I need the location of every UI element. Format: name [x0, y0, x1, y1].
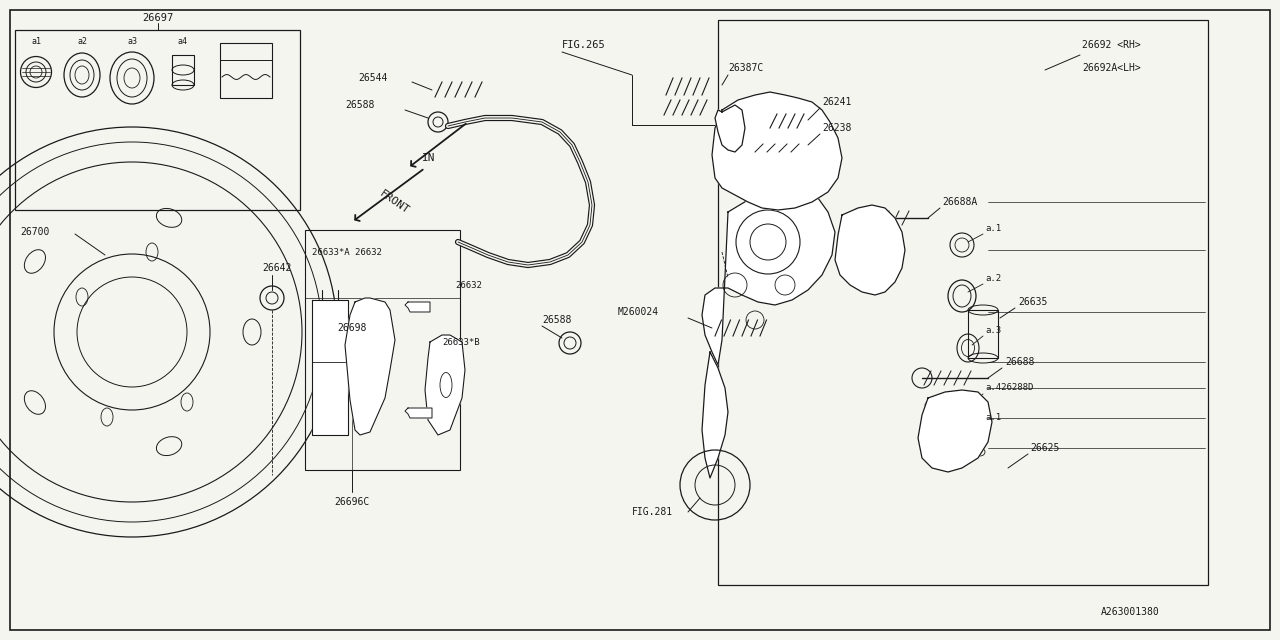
Text: 26633*A 26632: 26633*A 26632 — [312, 248, 381, 257]
Text: a.426288D: a.426288D — [986, 383, 1033, 392]
Polygon shape — [835, 205, 905, 295]
Polygon shape — [346, 298, 396, 435]
Text: A263001380: A263001380 — [1101, 607, 1160, 617]
Bar — [172, 55, 195, 85]
Text: 26642: 26642 — [262, 263, 292, 273]
Bar — [15, 30, 300, 210]
Text: a4: a4 — [177, 38, 187, 47]
Text: 26697: 26697 — [142, 13, 174, 23]
Polygon shape — [918, 390, 992, 472]
Polygon shape — [701, 352, 728, 478]
Text: 26692 <RH>: 26692 <RH> — [1082, 40, 1140, 50]
Text: 26688A: 26688A — [942, 197, 977, 207]
Text: 26588: 26588 — [541, 315, 571, 325]
Bar — [718, 20, 1208, 585]
Text: a.1: a.1 — [986, 413, 1001, 422]
Text: 26698: 26698 — [338, 323, 366, 333]
Bar — [220, 43, 273, 98]
Text: a.2: a.2 — [986, 273, 1001, 282]
Polygon shape — [312, 300, 348, 435]
Text: M260024: M260024 — [618, 307, 659, 317]
Bar — [305, 230, 460, 470]
Text: 26635: 26635 — [1018, 297, 1047, 307]
Text: 26588: 26588 — [346, 100, 374, 110]
Text: 26696C: 26696C — [334, 497, 370, 507]
Polygon shape — [425, 335, 465, 435]
Text: IN: IN — [422, 153, 435, 163]
Bar — [968, 310, 998, 358]
Text: 26625: 26625 — [1030, 443, 1060, 453]
Text: 26241: 26241 — [822, 97, 851, 107]
Polygon shape — [712, 92, 842, 210]
Bar — [755, 144, 810, 152]
Text: FRONT: FRONT — [378, 188, 411, 216]
Text: FIG.281: FIG.281 — [632, 507, 673, 517]
Text: a.1: a.1 — [986, 223, 1001, 232]
Text: 26632: 26632 — [454, 280, 481, 289]
Text: 26544: 26544 — [358, 73, 388, 83]
Polygon shape — [716, 105, 745, 152]
Text: a.3: a.3 — [986, 326, 1001, 335]
Text: 26633*B: 26633*B — [442, 337, 480, 346]
Text: 26387C: 26387C — [728, 63, 763, 73]
Polygon shape — [404, 408, 433, 418]
Text: a2: a2 — [77, 38, 87, 47]
Polygon shape — [404, 302, 430, 312]
Text: a1: a1 — [31, 38, 41, 47]
Text: 26692A<LH>: 26692A<LH> — [1082, 63, 1140, 73]
Text: FIG.265: FIG.265 — [562, 40, 605, 50]
Text: 26688: 26688 — [1005, 357, 1034, 367]
Text: 26700: 26700 — [20, 227, 50, 237]
Text: a3: a3 — [127, 38, 137, 47]
Polygon shape — [701, 188, 835, 365]
Text: 26238: 26238 — [822, 123, 851, 133]
